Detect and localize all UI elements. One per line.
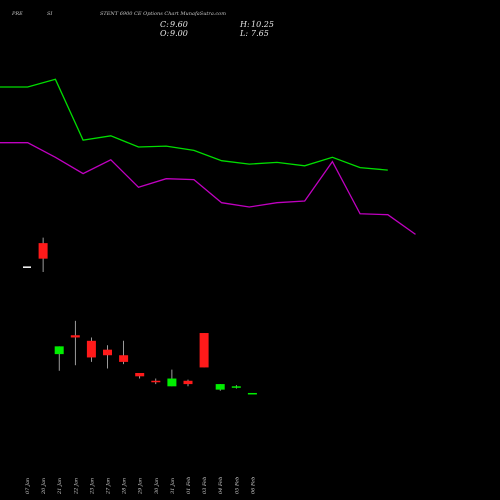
x-tick-label: 22 Jan (73, 478, 79, 495)
x-tick-label: 30 Jan (154, 478, 160, 494)
high-value: 10.25 (251, 20, 274, 29)
candle-23-jan (86, 337, 96, 362)
green-moving-average-line (0, 78, 388, 171)
x-tick-label: 04 Feb (218, 477, 224, 494)
close-value: 9.60 (170, 20, 188, 29)
candle-28-jan (119, 340, 129, 365)
x-tick-label: 27 Jan (106, 478, 112, 495)
x-tick-label: 01 Feb (186, 477, 192, 494)
candle-body (54, 346, 64, 355)
x-tick-label: 31 Jan (170, 478, 176, 494)
candle-body (231, 386, 241, 388)
candle-body (135, 372, 145, 377)
candle-body (183, 380, 193, 385)
candle-body (247, 392, 257, 395)
symbol-code: SI (47, 11, 53, 17)
candle-body (199, 333, 209, 368)
candle-30-jan (151, 378, 161, 385)
candle-20-jan (38, 237, 48, 272)
candle-body (119, 355, 129, 362)
exchange-label: PRE (12, 11, 23, 17)
indicator-lines (0, 78, 416, 235)
candle-body (86, 340, 96, 358)
x-tick-label: 20 Jan (41, 478, 47, 495)
x-axis-ticks: 07 Jan 20 Jan 21 Jan 22 Jan 23 Jan 27 Jan 28 J… (25, 477, 256, 495)
low-value: 7.65 (251, 29, 269, 38)
x-tick-label: 29 Jan (138, 478, 144, 495)
x-tick-label: 07 Jan (25, 478, 31, 494)
candle-22-jan (70, 320, 80, 366)
candle-01-feb (183, 379, 193, 387)
candle-body (103, 349, 112, 356)
candle-29-jan (135, 372, 145, 379)
high-label: H: (240, 20, 250, 29)
candle-27-jan (103, 345, 112, 369)
candle-body (151, 380, 161, 383)
candle-31-jan (167, 369, 177, 387)
close-label: C: (160, 20, 169, 29)
candle-body (215, 384, 225, 390)
candle-body (70, 335, 80, 338)
candles (23, 237, 257, 395)
candle-03-feb (199, 333, 209, 368)
low-label: L: (240, 29, 249, 38)
x-tick-label: 23 Jan (89, 478, 95, 495)
candle-05-feb (231, 385, 241, 389)
magenta-moving-average-line (0, 142, 416, 235)
candle-04-feb (215, 384, 225, 391)
x-tick-label: 21 Jan (57, 478, 63, 495)
open-value: 9.00 (170, 29, 188, 38)
x-tick-label: 28 Jan (122, 478, 128, 495)
candle-06-feb (247, 392, 257, 395)
candle-07-jan (23, 266, 31, 268)
x-tick-label: 03 Feb (202, 477, 208, 494)
candle-body (38, 243, 48, 259)
candle-body (167, 378, 177, 387)
open-label: O: (160, 29, 170, 38)
candle-body (23, 266, 31, 268)
candle-21-jan (54, 346, 64, 371)
x-tick-label: 05 Feb (234, 477, 240, 494)
x-tick-label: 06 Feb (250, 477, 256, 494)
chart-title: STENT 6900 CE Options Chart MunafaSutra.… (100, 11, 226, 17)
